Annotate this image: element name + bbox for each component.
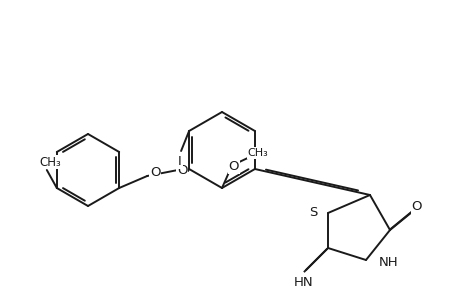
Text: O: O — [411, 200, 421, 214]
Text: O: O — [228, 160, 239, 172]
Text: CH₃: CH₃ — [39, 155, 61, 169]
Text: O: O — [176, 164, 187, 176]
Text: S: S — [309, 206, 317, 220]
Text: CH₃: CH₃ — [247, 148, 268, 158]
Text: NH: NH — [378, 256, 398, 268]
Text: HN: HN — [294, 275, 313, 289]
Text: I: I — [178, 154, 182, 167]
Text: O: O — [150, 166, 160, 178]
